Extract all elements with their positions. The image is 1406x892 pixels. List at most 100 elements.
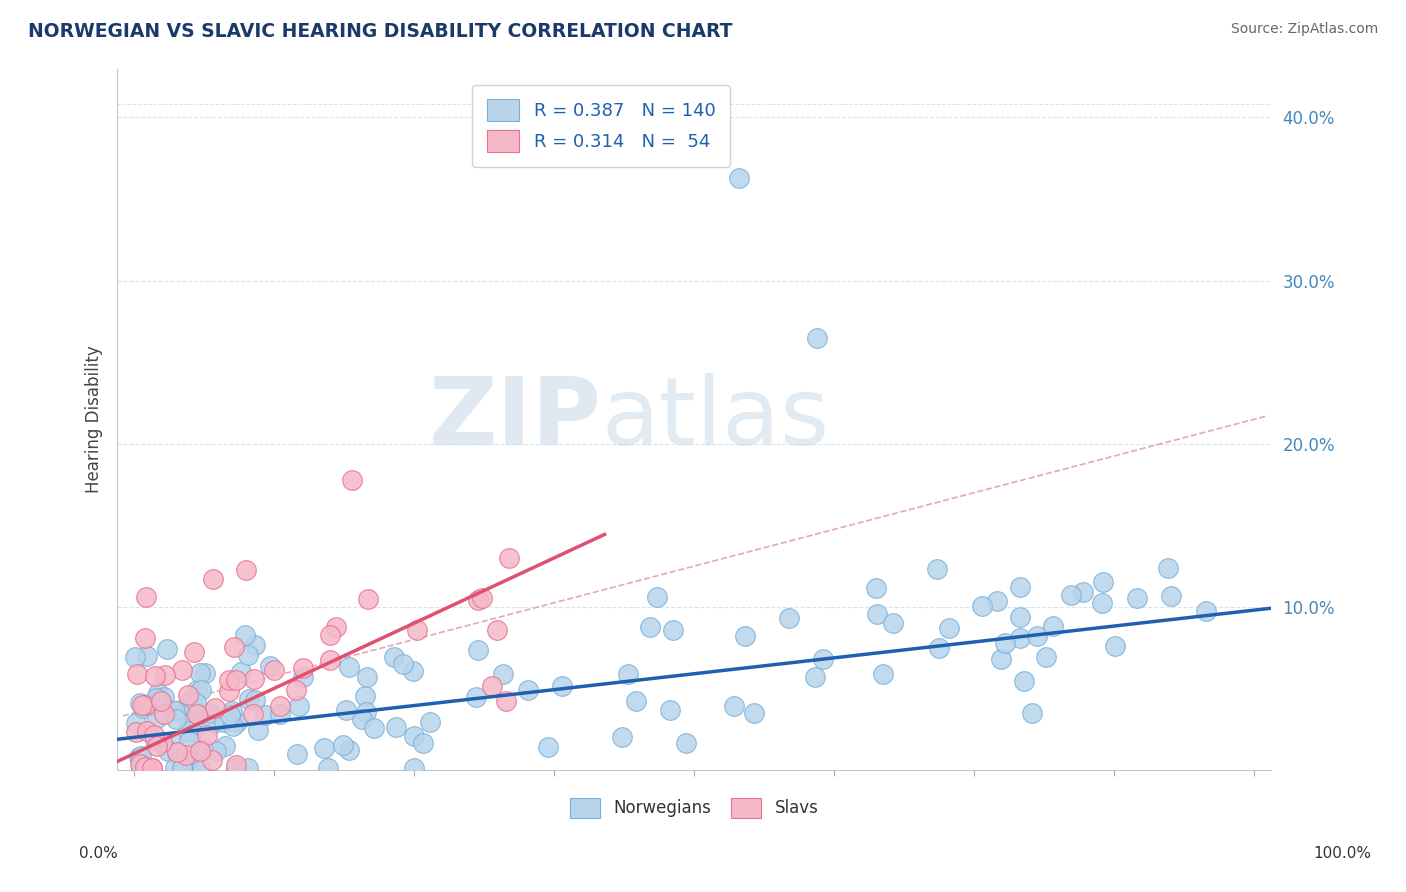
- Point: [156, 703, 179, 717]
- Point: [356, 670, 378, 684]
- Point: [638, 620, 661, 634]
- Point: [498, 550, 520, 565]
- Point: [183, 712, 205, 726]
- Point: [352, 712, 374, 726]
- Point: [235, 563, 257, 577]
- Point: [131, 698, 153, 713]
- Point: [166, 747, 188, 761]
- Point: [214, 739, 236, 754]
- Point: [184, 696, 207, 710]
- Legend: Norwegians, Slavs: Norwegians, Slavs: [564, 791, 825, 825]
- Point: [1012, 673, 1035, 688]
- Point: [165, 761, 187, 775]
- Point: [734, 629, 756, 643]
- Point: [135, 648, 157, 663]
- Point: [125, 716, 148, 731]
- Point: [1092, 574, 1115, 589]
- Point: [162, 735, 184, 749]
- Point: [156, 744, 179, 758]
- Point: [405, 624, 427, 638]
- Point: [136, 761, 159, 775]
- Point: [183, 645, 205, 659]
- Text: 100.0%: 100.0%: [1313, 846, 1372, 861]
- Point: [318, 653, 340, 667]
- Point: [124, 650, 146, 665]
- Point: [221, 704, 243, 718]
- Point: [1010, 580, 1032, 594]
- Point: [163, 704, 186, 718]
- Point: [188, 743, 211, 757]
- Point: [136, 724, 159, 739]
- Point: [243, 672, 266, 686]
- Point: [125, 724, 148, 739]
- Point: [134, 631, 156, 645]
- Point: [152, 706, 174, 720]
- Point: [177, 688, 200, 702]
- Point: [492, 667, 515, 681]
- Point: [269, 706, 291, 721]
- Point: [186, 761, 208, 775]
- Point: [391, 657, 413, 672]
- Point: [173, 706, 195, 720]
- Point: [675, 736, 697, 750]
- Point: [742, 706, 765, 721]
- Point: [865, 581, 887, 595]
- Point: [222, 719, 245, 733]
- Point: [354, 689, 377, 703]
- Point: [218, 673, 240, 688]
- Point: [1008, 631, 1031, 645]
- Y-axis label: Hearing Disability: Hearing Disability: [86, 345, 103, 493]
- Point: [179, 693, 201, 707]
- Point: [728, 170, 751, 185]
- Point: [337, 660, 360, 674]
- Point: [1160, 590, 1182, 604]
- Point: [332, 738, 354, 752]
- Point: [412, 736, 434, 750]
- Point: [316, 761, 339, 775]
- Point: [193, 741, 215, 756]
- Point: [1071, 585, 1094, 599]
- Point: [135, 698, 157, 713]
- Point: [402, 664, 425, 678]
- Point: [288, 699, 311, 714]
- Point: [146, 710, 169, 724]
- Point: [254, 708, 277, 723]
- Point: [127, 666, 149, 681]
- Point: [146, 686, 169, 700]
- Text: NORWEGIAN VS SLAVIC HEARING DISABILITY CORRELATION CHART: NORWEGIAN VS SLAVIC HEARING DISABILITY C…: [28, 22, 733, 41]
- Point: [153, 707, 176, 722]
- Point: [778, 611, 800, 625]
- Point: [135, 590, 157, 604]
- Point: [658, 703, 681, 717]
- Point: [325, 620, 347, 634]
- Point: [134, 760, 156, 774]
- Point: [927, 561, 949, 575]
- Point: [938, 621, 960, 635]
- Point: [150, 734, 173, 748]
- Point: [190, 665, 212, 680]
- Point: [238, 692, 260, 706]
- Point: [219, 707, 242, 722]
- Point: [145, 739, 167, 753]
- Point: [201, 753, 224, 767]
- Point: [128, 750, 150, 764]
- Point: [226, 714, 249, 729]
- Point: [141, 761, 163, 775]
- Point: [129, 697, 152, 711]
- Point: [354, 706, 377, 720]
- Point: [170, 761, 193, 775]
- Point: [263, 664, 285, 678]
- Point: [551, 679, 574, 693]
- Point: [342, 473, 364, 487]
- Point: [292, 661, 315, 675]
- Point: [1126, 591, 1149, 605]
- Point: [204, 701, 226, 715]
- Point: [467, 593, 489, 607]
- Point: [156, 641, 179, 656]
- Point: [172, 761, 194, 775]
- Point: [198, 706, 221, 721]
- Point: [481, 679, 503, 693]
- Point: [181, 724, 204, 739]
- Point: [236, 761, 259, 775]
- Point: [872, 666, 894, 681]
